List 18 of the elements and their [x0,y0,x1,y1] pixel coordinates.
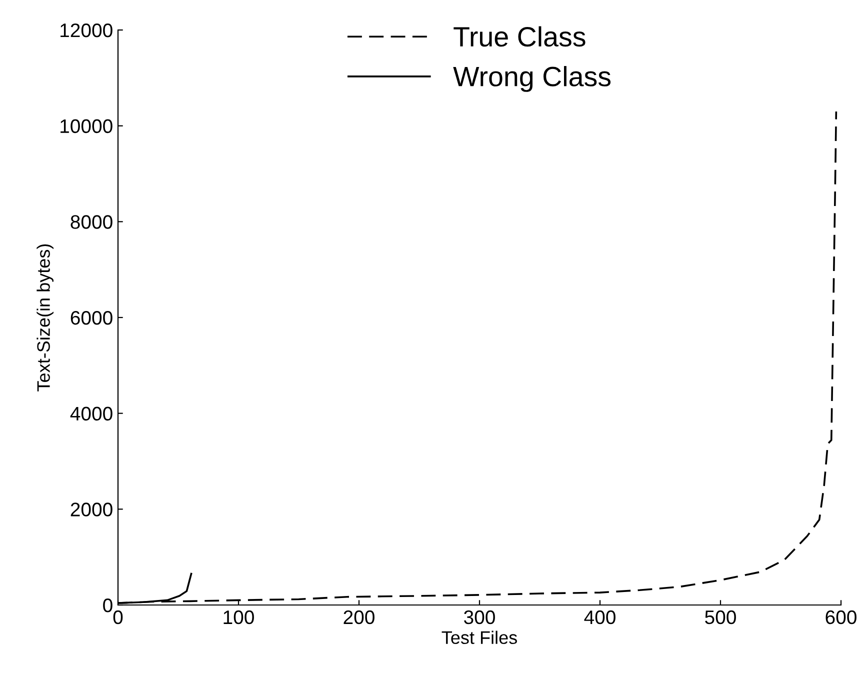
x-tick-label: 500 [705,610,736,624]
x-axis-title: Test Files [442,630,517,644]
x-tick-label: 400 [584,610,616,624]
x-tick-label: 100 [224,610,254,624]
y-tick-label: 0 [103,598,112,612]
y-tick-label: 6000 [70,310,112,325]
x-tick-label: 200 [344,610,374,624]
y-tick-label: 4000 [70,406,112,421]
legend-label: Wrong Class [453,66,611,92]
y-tick-label: 8000 [70,215,112,229]
legend-label: True Class [454,26,586,47]
y-axis-title: Text-Size(in bytes) [36,244,54,392]
y-tick-label: 10000 [60,119,112,134]
x-tick-label: 0 [113,610,123,624]
x-tick-label: 600 [826,610,856,624]
y-tick-label: 2000 [70,502,112,516]
x-tick-label: 300 [464,610,495,624]
y-tick-label: 12000 [60,23,112,38]
